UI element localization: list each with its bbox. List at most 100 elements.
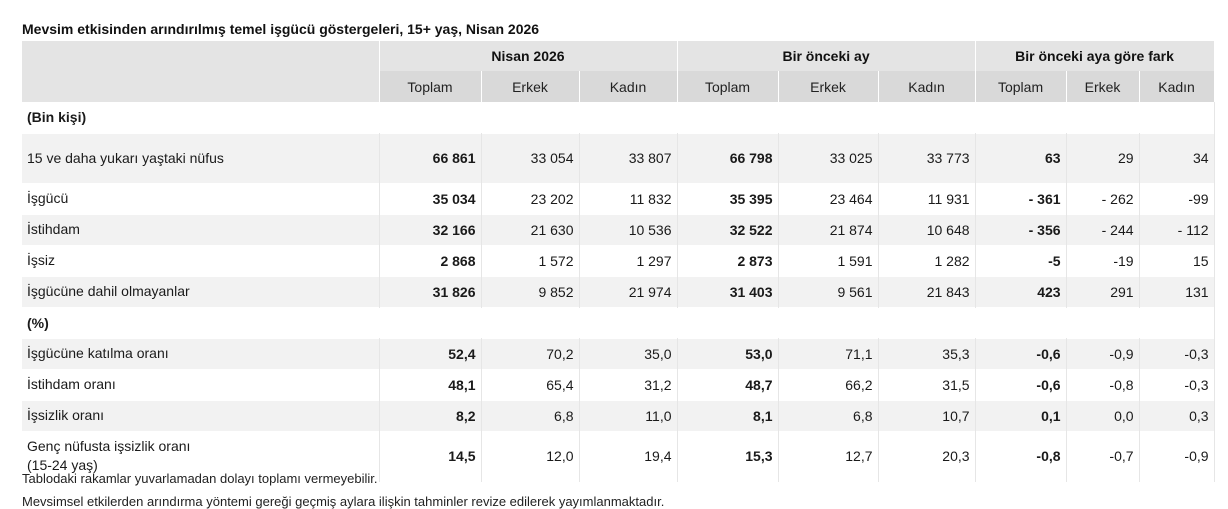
table-cell: 33 807 bbox=[579, 133, 678, 183]
table-cell: 1 297 bbox=[579, 245, 678, 276]
table-row: İşgücüne dahil olmayanlar 31 826 9 852 21 9… bbox=[22, 276, 1215, 307]
table-cell: - 356 bbox=[975, 214, 1067, 245]
table-cell: 21 630 bbox=[481, 214, 580, 245]
table-cell: 12,0 bbox=[481, 431, 580, 481]
table-cell: -0,7 bbox=[1066, 431, 1140, 481]
row-label: İşgücüne katılma oranı bbox=[22, 338, 380, 369]
table-cell: 0,1 bbox=[975, 400, 1067, 431]
table-cell: 0,3 bbox=[1139, 400, 1215, 431]
column-header: Erkek bbox=[1066, 71, 1140, 102]
table-cell: - 244 bbox=[1066, 214, 1140, 245]
group-header-previous: Bir önceki ay bbox=[677, 41, 976, 71]
table-cell: 35 034 bbox=[379, 183, 482, 214]
table-cell: -5 bbox=[975, 245, 1067, 276]
table-cell: 29 bbox=[1066, 133, 1140, 183]
table-cell: 1 572 bbox=[481, 245, 580, 276]
table-cell: 35,0 bbox=[579, 338, 678, 369]
table-row: İstihdam oranı 48,1 65,4 31,2 48,7 66,2 31,5 -0… bbox=[22, 369, 1215, 400]
table-cell: 66,2 bbox=[778, 369, 879, 400]
table-row: Genç nüfusta işsizlik oranı (15-24 yaş) 14… bbox=[22, 431, 1215, 481]
table-cell: -0,9 bbox=[1066, 338, 1140, 369]
section-row: (Bin kişi) bbox=[22, 102, 1215, 133]
column-header: Erkek bbox=[481, 71, 580, 102]
table-cell: 23 464 bbox=[778, 183, 879, 214]
section-row: (%) bbox=[22, 307, 1215, 338]
row-label: İstihdam bbox=[22, 214, 380, 245]
table-cell: 31,5 bbox=[878, 369, 976, 400]
table-cell: 52,4 bbox=[379, 338, 482, 369]
table-cell: -0,6 bbox=[975, 369, 1067, 400]
table-cell: 131 bbox=[1139, 276, 1215, 307]
table-cell: 33 054 bbox=[481, 133, 580, 183]
column-header: Toplam bbox=[379, 71, 482, 102]
table-cell: - 361 bbox=[975, 183, 1067, 214]
column-header: Kadın bbox=[1139, 71, 1215, 102]
table-cell: 63 bbox=[975, 133, 1067, 183]
table-cell: 33 773 bbox=[878, 133, 976, 183]
table-cell: 21 843 bbox=[878, 276, 976, 307]
table-cell: 35 395 bbox=[677, 183, 779, 214]
table-cell: 21 874 bbox=[778, 214, 879, 245]
table-cell: 10 648 bbox=[878, 214, 976, 245]
table-cell: 2 873 bbox=[677, 245, 779, 276]
table-cell: - 262 bbox=[1066, 183, 1140, 214]
row-label: İşgücüne dahil olmayanlar bbox=[22, 276, 380, 307]
table-cell: 1 282 bbox=[878, 245, 976, 276]
labour-indicators-table: Nisan 2026 Bir önceki ay Bir önceki aya … bbox=[22, 41, 1215, 482]
table-cell: 66 798 bbox=[677, 133, 779, 183]
table-cell: 11 832 bbox=[579, 183, 678, 214]
row-label: Genç nüfusta işsizlik oranı (15-24 yaş) bbox=[22, 431, 380, 481]
section-label: (Bin kişi) bbox=[22, 102, 1215, 133]
table-cell: 6,8 bbox=[481, 400, 580, 431]
table-cell: -0,3 bbox=[1139, 338, 1215, 369]
column-header: Toplam bbox=[677, 71, 779, 102]
table-cell: 8,1 bbox=[677, 400, 779, 431]
table-cell: 20,3 bbox=[878, 431, 976, 481]
table-cell: 12,7 bbox=[778, 431, 879, 481]
table-cell: 11,0 bbox=[579, 400, 678, 431]
table-cell: 8,2 bbox=[379, 400, 482, 431]
table-cell: 23 202 bbox=[481, 183, 580, 214]
table-cell: 66 861 bbox=[379, 133, 482, 183]
column-header: Kadın bbox=[579, 71, 678, 102]
table-cell: -19 bbox=[1066, 245, 1140, 276]
table-cell: -0,3 bbox=[1139, 369, 1215, 400]
table-cell: 33 025 bbox=[778, 133, 879, 183]
table-cell: -99 bbox=[1139, 183, 1215, 214]
column-header: Kadın bbox=[878, 71, 976, 102]
group-header-current: Nisan 2026 bbox=[379, 41, 678, 71]
table-cell: 31,2 bbox=[579, 369, 678, 400]
table-cell: 11 931 bbox=[878, 183, 976, 214]
row-label: İstihdam oranı bbox=[22, 369, 380, 400]
table-cell: 31 826 bbox=[379, 276, 482, 307]
table-cell: -0,8 bbox=[1066, 369, 1140, 400]
row-label: 15 ve daha yukarı yaştaki nüfus bbox=[22, 133, 380, 183]
table-cell: 2 868 bbox=[379, 245, 482, 276]
table-cell: 65,4 bbox=[481, 369, 580, 400]
table-cell: -0,6 bbox=[975, 338, 1067, 369]
table-cell: 9 852 bbox=[481, 276, 580, 307]
table-cell: 32 522 bbox=[677, 214, 779, 245]
column-header: Toplam bbox=[975, 71, 1067, 102]
column-header: Erkek bbox=[778, 71, 879, 102]
table-cell: 70,2 bbox=[481, 338, 580, 369]
table-cell: 48,1 bbox=[379, 369, 482, 400]
table-cell: 9 561 bbox=[778, 276, 879, 307]
table-row: İstihdam 32 166 21 630 10 536 32 522 21 874 10… bbox=[22, 214, 1215, 245]
table-cell: 34 bbox=[1139, 133, 1215, 183]
table-cell: 291 bbox=[1066, 276, 1140, 307]
row-label: İşsiz bbox=[22, 245, 380, 276]
table-row: İşgücü 35 034 23 202 11 832 35 395 23 464 11 9… bbox=[22, 183, 1215, 214]
table-cell: 48,7 bbox=[677, 369, 779, 400]
table-cell: 15,3 bbox=[677, 431, 779, 481]
stub-header bbox=[22, 41, 380, 102]
table-cell: 1 591 bbox=[778, 245, 879, 276]
table-cell: 423 bbox=[975, 276, 1067, 307]
table-cell: 71,1 bbox=[778, 338, 879, 369]
row-label: İşgücü bbox=[22, 183, 380, 214]
table-cell: - 112 bbox=[1139, 214, 1215, 245]
table-cell: 10,7 bbox=[878, 400, 976, 431]
table-cell: 32 166 bbox=[379, 214, 482, 245]
table-cell: 53,0 bbox=[677, 338, 779, 369]
table-cell: 19,4 bbox=[579, 431, 678, 481]
